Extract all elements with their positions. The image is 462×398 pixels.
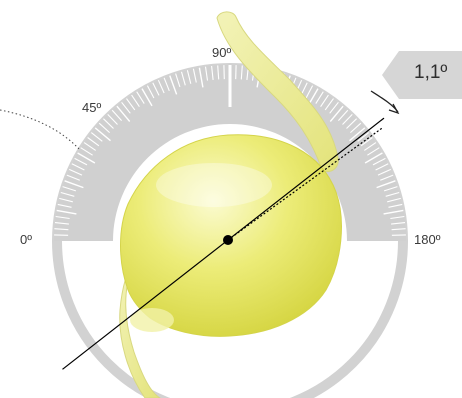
dial-tick <box>94 127 111 142</box>
dial-tick <box>83 142 97 151</box>
degree-label-0: 0º <box>20 232 32 247</box>
angle-indicator-value: 1,1º <box>414 62 448 83</box>
dial-tick <box>74 157 88 166</box>
dial-tick <box>204 66 209 81</box>
dial-tick <box>80 147 93 156</box>
dial-tick <box>157 79 165 94</box>
dial-tick <box>90 132 103 142</box>
dial-tick <box>211 65 214 80</box>
degree-label-45: 45º <box>82 100 102 115</box>
dial-tick <box>350 122 362 134</box>
lens-optic <box>120 134 342 337</box>
dial-tick <box>192 68 197 83</box>
dial-tick <box>240 65 243 80</box>
dial-tick <box>136 91 145 104</box>
bottom-notch <box>170 383 290 398</box>
dial-tick <box>391 228 406 231</box>
dial-tick <box>375 163 389 171</box>
dial-tick <box>169 75 178 95</box>
dial-tick <box>180 71 186 86</box>
dial-tick <box>56 209 77 215</box>
dial-tick <box>98 122 110 134</box>
dial-tick <box>71 163 85 171</box>
dial-tick <box>68 168 83 176</box>
dial-tick <box>62 186 77 192</box>
dial-tick <box>66 174 81 181</box>
dial-tick <box>337 109 349 121</box>
dial-tick <box>54 222 69 225</box>
dial-tick <box>111 109 123 121</box>
dial-tick <box>55 215 70 220</box>
dial-tick <box>329 105 344 122</box>
dial-tick <box>357 132 370 142</box>
dial-tick <box>383 209 404 215</box>
dial-tick <box>379 174 394 181</box>
dial-tick <box>376 180 396 189</box>
dial-band <box>54 65 406 241</box>
lens-junction <box>130 308 174 332</box>
dial-tick <box>388 203 403 208</box>
angle-indicator-badge <box>382 51 462 99</box>
upper-haptic <box>216 11 339 173</box>
dial-tick <box>103 118 114 129</box>
dial-tick <box>163 77 170 92</box>
dial-tick <box>57 203 72 208</box>
dial-tick <box>217 65 220 80</box>
dial-tick <box>383 186 398 192</box>
dial-tick <box>372 157 386 166</box>
dial-tick <box>391 222 406 225</box>
dial-tick <box>367 147 380 156</box>
dial-tick <box>175 73 181 88</box>
dial-tick <box>87 137 100 147</box>
rotation-arc-icon <box>370 90 399 113</box>
dial-tick <box>360 137 373 147</box>
dial-tick <box>364 152 383 164</box>
dial-tick <box>116 105 131 122</box>
dial-tick <box>59 197 73 203</box>
dial-tick <box>342 114 353 125</box>
dial-tick <box>152 82 160 96</box>
dial-tick <box>107 114 118 125</box>
axis-line <box>62 117 385 370</box>
lens-highlight <box>156 163 272 207</box>
dial-tick <box>126 98 136 111</box>
dial-tick <box>60 191 75 197</box>
degree-label-180: 180º <box>414 232 441 247</box>
center-point <box>223 235 233 245</box>
leader-dotted-line <box>0 109 81 151</box>
dial-tick <box>54 228 69 231</box>
dial-tick <box>146 85 155 99</box>
dial-tick <box>64 180 84 189</box>
dial-tick <box>390 215 405 220</box>
dial-tick <box>305 85 314 99</box>
rotation-arrow-icon <box>388 103 400 115</box>
dial-tick <box>131 94 140 108</box>
dial-tick <box>198 67 204 88</box>
dial-tick <box>329 101 339 114</box>
dial-tick <box>77 152 96 164</box>
dial-tick <box>141 88 153 107</box>
dial-tick <box>377 168 392 176</box>
dial-tick <box>320 94 329 108</box>
dial-tick <box>121 101 131 114</box>
dial-tick <box>387 197 401 203</box>
dial-tick <box>385 191 400 197</box>
degree-label-90: 90º <box>212 45 232 60</box>
dial-tick <box>324 98 334 111</box>
dial-tick <box>186 70 192 84</box>
dial-tick <box>346 118 357 129</box>
dial-ticks <box>54 65 406 236</box>
dial-tick <box>349 127 366 142</box>
dial-tick <box>315 91 324 104</box>
dial-tick <box>363 142 377 151</box>
